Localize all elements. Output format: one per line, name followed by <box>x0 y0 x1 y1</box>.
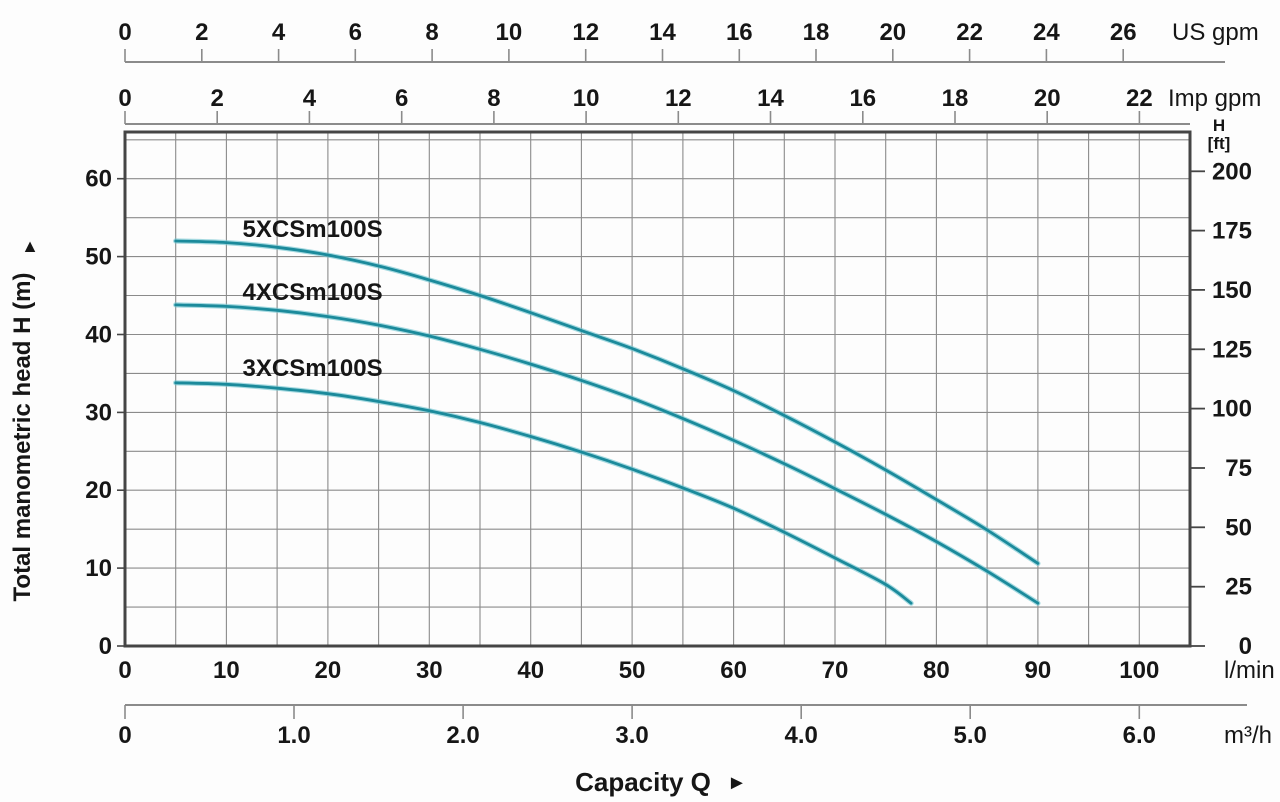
axis-head-ft-tick-label: 100 <box>1212 396 1252 423</box>
axis-m3h: 0 1.0 2.0 3.0 4.0 5.0 6.0 m³/h <box>118 704 1272 749</box>
axis-us-gpm-tick-label: 20 <box>879 19 906 46</box>
axis-m3h-tick-label: 6.0 <box>1123 722 1156 749</box>
axis-head-m-tick-label: 60 <box>85 166 112 193</box>
axis-head-m-tick-label: 50 <box>85 244 112 271</box>
axis-imp-gpm-tick-label: 16 <box>849 85 876 112</box>
axis-us-gpm-tick-label: 18 <box>803 19 830 46</box>
axis-us-gpm-tick-label: 0 <box>118 19 131 46</box>
axis-lmin-tick-label: 40 <box>517 657 544 684</box>
right-axis-title-h: H <box>1213 116 1225 135</box>
axis-imp-gpm-tick-label: 20 <box>1034 85 1061 112</box>
axis-imp-gpm-tick-label: 6 <box>395 85 408 112</box>
axis-m3h-tick-label: 0 <box>118 722 131 749</box>
axis-head-m-tick-label: 40 <box>85 322 112 349</box>
axis-m3h-tick-label: 3.0 <box>615 722 648 749</box>
axis-m3h-tick-label: 1.0 <box>277 722 310 749</box>
axis-lmin-tick-label: 30 <box>416 657 443 684</box>
plot-border <box>123 130 1192 648</box>
curve-line <box>174 239 1040 565</box>
axis-head-ft-tick-label: 125 <box>1212 336 1252 363</box>
axis-head-m-tick-label: 10 <box>85 555 112 582</box>
axis-head-ft-tick-label: 75 <box>1225 455 1252 482</box>
axis-imp-gpm-tick-label: 8 <box>487 85 500 112</box>
axis-lmin: 0 10 20 30 40 50 60 70 80 90 100 l/min <box>118 657 1274 684</box>
axis-m3h-unit: m³/h <box>1224 722 1272 749</box>
axis-imp-gpm-tick-label: 22 <box>1126 85 1153 112</box>
axis-m3h-tick-label: 5.0 <box>954 722 987 749</box>
axis-lmin-tick-label: 90 <box>1025 657 1052 684</box>
axis-lmin-tick-label: 50 <box>619 657 646 684</box>
capacity-label: Capacity Q <box>575 767 711 797</box>
axis-imp-gpm-tick-label: 10 <box>573 85 600 112</box>
axis-us-gpm: 0 2 4 6 8 10 12 14 16 18 20 22 24 26 US gpm <box>118 19 1259 63</box>
axis-head-ft-tick-label: 150 <box>1212 277 1252 304</box>
axis-head-m-tick-label: 0 <box>99 633 112 660</box>
y-axis-arrow-icon: ▲ <box>21 236 39 256</box>
axis-imp-gpm-tick-label: 2 <box>211 85 224 112</box>
axis-lmin-unit: l/min <box>1224 657 1275 684</box>
axis-head-m-tick-label: 30 <box>85 399 112 426</box>
axis-head-ft: 0 25 50 75 100 125 150 175 200 H[ft] <box>1190 116 1252 660</box>
axis-head-ft-tick-label: 0 <box>1239 633 1252 660</box>
axis-m3h-tick-label: 4.0 <box>785 722 818 749</box>
axis-us-gpm-tick-label: 8 <box>425 19 438 46</box>
axis-us-gpm-unit: US gpm <box>1172 19 1259 46</box>
axis-imp-gpm-tick-label: 0 <box>118 85 131 112</box>
curve-5xcsm100s: 5XCSm100S <box>173 216 1041 566</box>
axis-head-ft-tick-label: 25 <box>1225 574 1252 601</box>
right-axis-title-ft: [ft] <box>1208 134 1231 153</box>
axis-m3h-tick-label: 2.0 <box>446 722 479 749</box>
axis-imp-gpm-unit: Imp gpm <box>1168 85 1261 112</box>
curve-label: 3XCSm100S <box>243 355 383 382</box>
axis-head-m-tick-label: 20 <box>85 477 112 504</box>
axis-us-gpm-tick-label: 4 <box>272 19 286 46</box>
axis-lmin-tick-label: 60 <box>720 657 747 684</box>
curve-line <box>174 381 913 605</box>
axis-us-gpm-tick-label: 26 <box>1110 19 1137 46</box>
axis-lmin-tick-label: 10 <box>213 657 240 684</box>
curve-label: 4XCSm100S <box>243 279 383 306</box>
axis-us-gpm-tick-label: 14 <box>649 19 676 46</box>
axis-lmin-tick-label: 20 <box>315 657 342 684</box>
axis-head-ft-tick-label: 200 <box>1212 158 1252 185</box>
axis-imp-gpm-tick-label: 18 <box>942 85 969 112</box>
axis-us-gpm-tick-label: 22 <box>956 19 983 46</box>
curve-3xcsm100s: 3XCSm100S <box>173 355 914 606</box>
axis-imp-gpm-tick-label: 12 <box>665 85 692 112</box>
axis-imp-gpm: 0 2 4 6 8 10 12 14 16 18 20 22 Imp gpm <box>118 85 1261 125</box>
axis-lmin-tick-label: 70 <box>822 657 849 684</box>
x-axis-title: Capacity Q ► <box>575 767 747 797</box>
curve-line <box>174 303 1040 605</box>
axis-head-ft-tick-label: 175 <box>1212 218 1252 245</box>
y-axis-title: Total manometric head H (m) <box>9 273 36 602</box>
capacity-arrow-icon: ► <box>727 772 747 794</box>
grid-lines <box>125 132 1190 646</box>
axis-us-gpm-tick-label: 10 <box>496 19 523 46</box>
axis-us-gpm-tick-label: 16 <box>726 19 753 46</box>
curve-4xcsm100s: 4XCSm100S <box>173 279 1041 606</box>
axis-lmin-tick-label: 0 <box>118 657 131 684</box>
axis-us-gpm-tick-label: 24 <box>1033 19 1060 46</box>
axis-imp-gpm-tick-label: 4 <box>303 85 317 112</box>
axis-head-m: 0 10 20 30 40 50 60 Total manometric head H (m)… <box>9 166 125 660</box>
axis-us-gpm-tick-label: 12 <box>572 19 599 46</box>
axis-imp-gpm-tick-label: 14 <box>757 85 784 112</box>
axis-head-ft-tick-label: 50 <box>1225 514 1252 541</box>
axis-lmin-tick-label: 100 <box>1119 657 1159 684</box>
axis-lmin-tick-label: 80 <box>923 657 950 684</box>
axis-us-gpm-tick-label: 6 <box>349 19 362 46</box>
axis-us-gpm-tick-label: 2 <box>195 19 208 46</box>
curve-label: 5XCSm100S <box>243 216 383 243</box>
